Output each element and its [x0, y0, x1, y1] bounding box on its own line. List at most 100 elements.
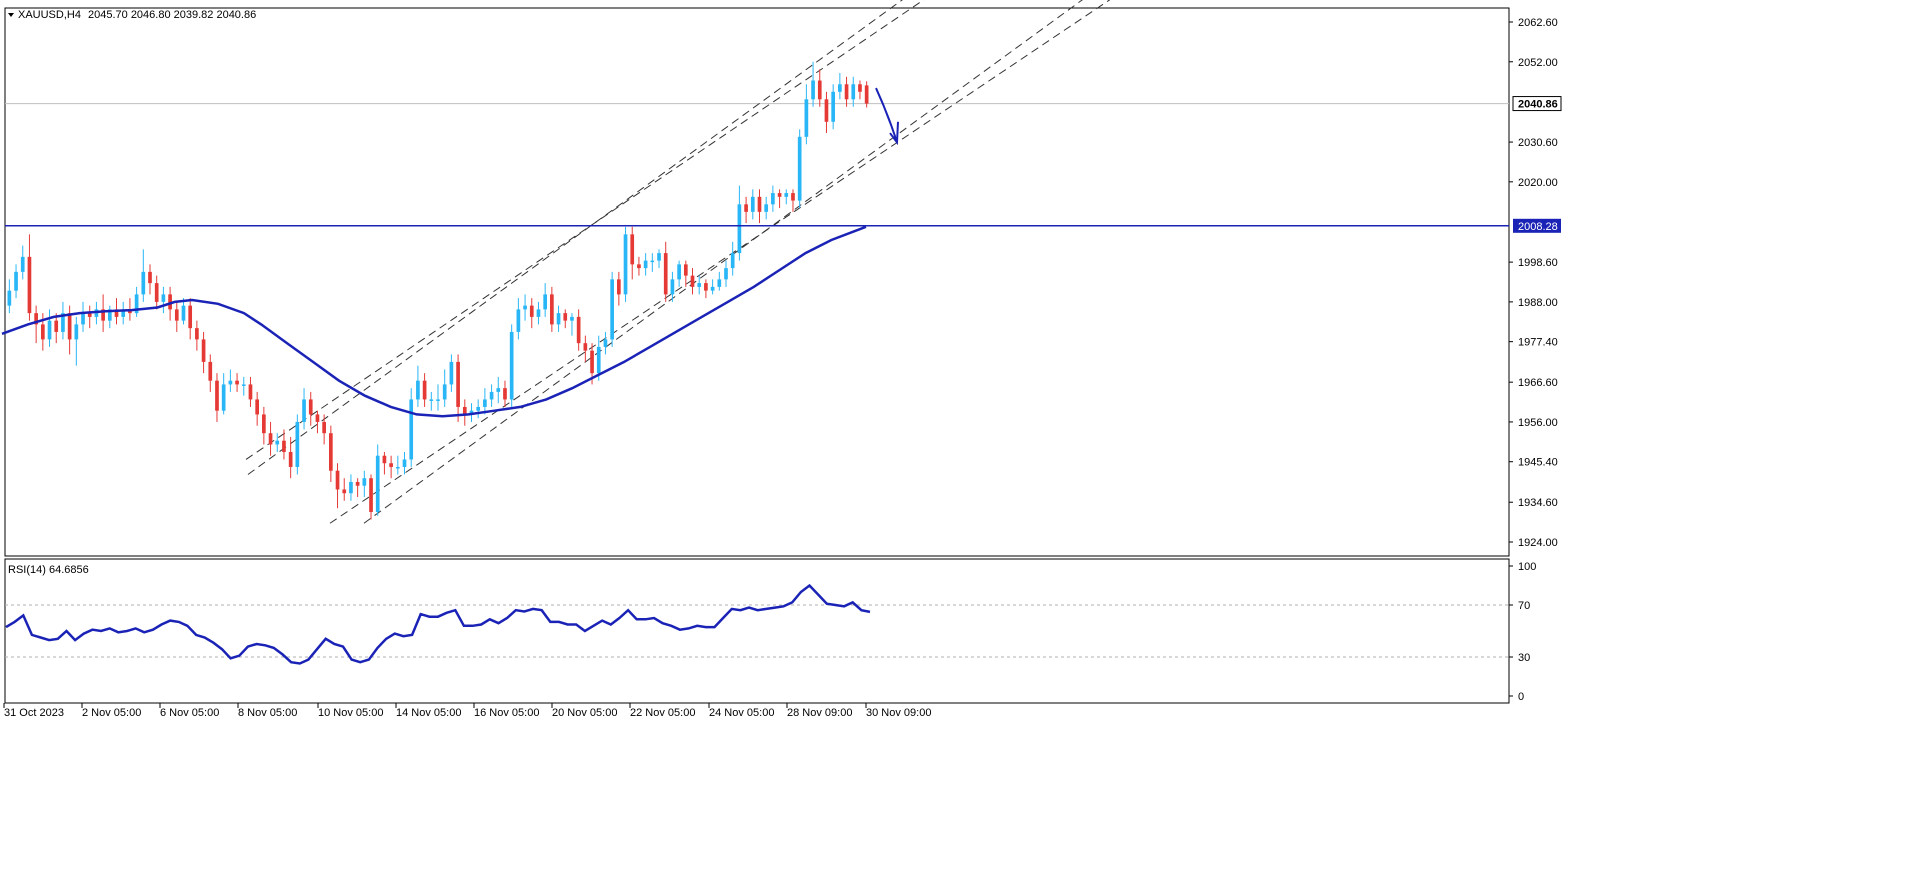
- moving-average: [1, 225, 867, 418]
- candle-body: [864, 85, 869, 104]
- chart-menu-triangle-icon[interactable]: [8, 13, 14, 17]
- candle-body: [670, 279, 675, 295]
- candle-body: [369, 478, 373, 512]
- price-tick-label: 1966.60: [1518, 377, 1558, 389]
- candle-body: [195, 328, 199, 340]
- candle-body: [7, 290, 12, 306]
- price-tick-label: 2062.60: [1518, 17, 1558, 29]
- candle-body: [328, 433, 333, 471]
- candle-body: [677, 264, 681, 280]
- rsi-panel: [4, 558, 1510, 704]
- candle-body: [429, 399, 434, 401]
- candle-body: [20, 256, 25, 272]
- time-tick-label: 30 Nov 09:00: [866, 707, 931, 719]
- candle-body: [74, 324, 79, 340]
- time-tick-label: 6 Nov 05:00: [160, 707, 219, 719]
- forecast-arrow-shaft: [875, 87, 898, 143]
- rsi-tick-label: 0: [1518, 691, 1524, 703]
- time-tick-label: 22 Nov 05:00: [630, 707, 695, 719]
- candle-body: [375, 455, 380, 512]
- candles: [7, 61, 869, 520]
- candle-body: [663, 253, 668, 295]
- candle-body: [697, 283, 702, 287]
- candle-body: [161, 294, 166, 302]
- forecast-arrow: [875, 87, 899, 146]
- candle-body: [215, 380, 219, 411]
- candle-body: [40, 324, 45, 340]
- candle-body: [349, 481, 353, 494]
- candle-body: [637, 264, 641, 269]
- price-tick-label: 1924.00: [1518, 537, 1558, 549]
- candle-body: [255, 399, 260, 415]
- candle-body: [442, 384, 447, 400]
- price-tick-label: 2052.00: [1518, 57, 1558, 69]
- candle-body: [704, 283, 708, 291]
- price-panel: [4, 7, 1510, 557]
- channel-lower-outer: [329, 0, 1111, 524]
- moving-average-line: [1, 225, 867, 418]
- time-tick-label: 8 Nov 05:00: [238, 707, 297, 719]
- rsi-tick-label: 100: [1518, 561, 1536, 573]
- candle-body: [543, 294, 548, 310]
- candle-body: [288, 451, 293, 467]
- candle-body: [462, 406, 467, 415]
- candle-body: [107, 309, 112, 321]
- channel-upper-inner: [247, 0, 903, 475]
- candle-body: [717, 279, 722, 287]
- candle-body: [382, 455, 387, 464]
- time-tick-label: 20 Nov 05:00: [552, 707, 617, 719]
- candle-body: [221, 384, 226, 411]
- candle-body: [47, 320, 52, 340]
- candle-body: [489, 391, 494, 400]
- time-tick-label: 10 Nov 05:00: [318, 707, 383, 719]
- candle-body: [449, 361, 454, 385]
- rsi-line: [5, 583, 871, 665]
- candle-body: [262, 414, 266, 434]
- candle-body: [616, 279, 621, 295]
- candle-body: [777, 193, 782, 197]
- support-price-box: [1513, 218, 1561, 233]
- candle-body: [416, 380, 420, 400]
- rsi-layer: [5, 583, 1509, 665]
- candle-body: [67, 313, 72, 340]
- candle-body: [737, 204, 742, 254]
- candle-body: [342, 489, 347, 494]
- candle-body: [610, 279, 614, 340]
- price-tick-label: 1956.00: [1518, 417, 1558, 429]
- candle-body: [335, 470, 340, 490]
- candle-body: [657, 253, 661, 261]
- candle-body: [87, 313, 92, 317]
- candle-body: [174, 309, 179, 321]
- candle-body: [851, 84, 856, 100]
- candle-body: [201, 339, 206, 362]
- candle-body: [402, 459, 407, 467]
- candle-body: [61, 313, 65, 332]
- candle-body: [623, 234, 628, 295]
- candle-body: [168, 294, 172, 310]
- candle-body: [509, 331, 514, 400]
- candle-body: [690, 275, 695, 287]
- candle-body: [54, 320, 59, 332]
- candle-body: [34, 313, 38, 325]
- candle-body: [235, 380, 239, 385]
- rsi-axis: 100 70 30 0: [1509, 561, 1536, 703]
- candle-body: [409, 399, 414, 460]
- channel-lower-inner: [363, 0, 1083, 524]
- symbol-label: XAUUSD,H4: [18, 9, 81, 21]
- price-tick-label: 1945.40: [1518, 457, 1558, 469]
- candle-body: [630, 234, 635, 265]
- candle-body: [395, 466, 400, 469]
- candle-body: [81, 313, 85, 325]
- candle-body: [590, 350, 594, 374]
- candle-body: [315, 414, 320, 422]
- support-price-label: 2008.28: [1518, 221, 1558, 233]
- price-tick-label: 1988.00: [1518, 297, 1558, 309]
- candle-body: [804, 99, 809, 137]
- candle-body: [483, 399, 487, 407]
- price-tick-label: 1977.40: [1518, 337, 1558, 349]
- candle-body: [844, 84, 849, 100]
- candle-body: [831, 91, 836, 122]
- candle-body: [724, 268, 728, 280]
- channel-upper-outer: [245, 0, 925, 460]
